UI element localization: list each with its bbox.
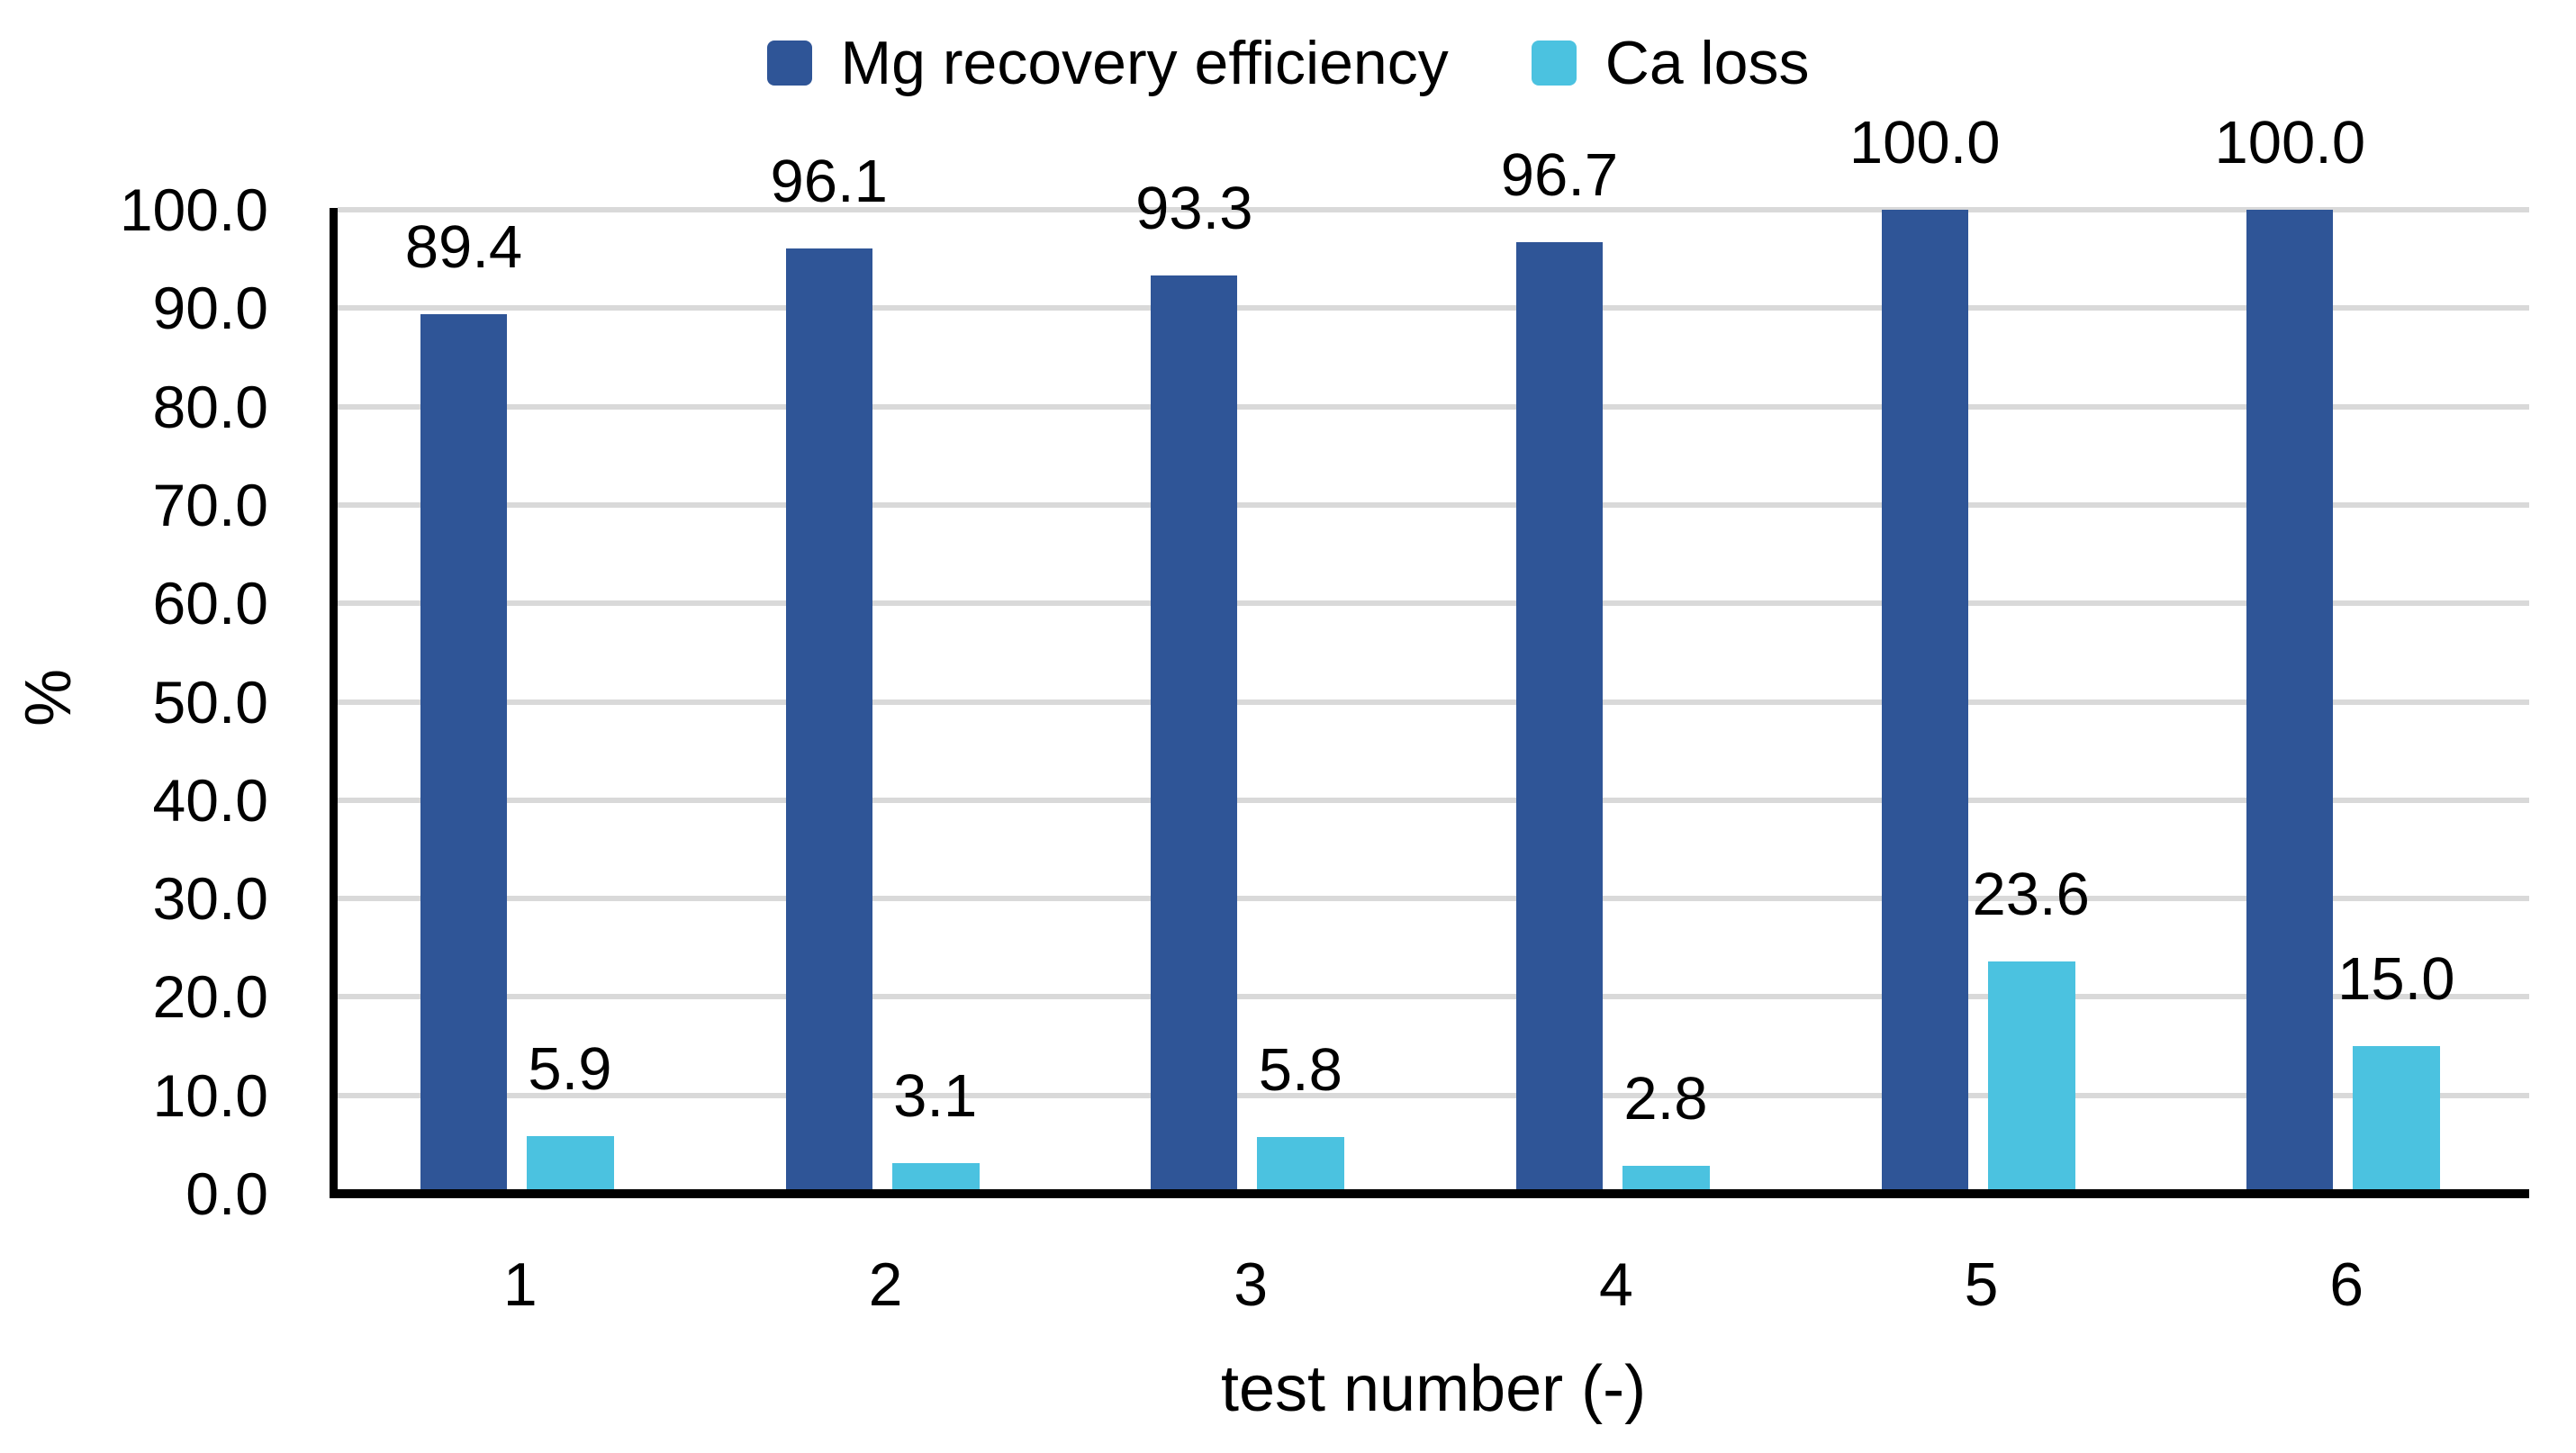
data-label-mg-6: 100.0 — [2214, 109, 2366, 176]
category-label-5: 5 — [1964, 1250, 1999, 1319]
y-tick-label: 90.0 — [152, 275, 268, 342]
data-label-mg-2: 96.1 — [770, 147, 888, 215]
data-label-mg-1: 89.4 — [404, 212, 523, 281]
gridline — [338, 600, 2529, 607]
bar-group-test-1: 89.4 5.9 — [338, 210, 703, 1194]
y-tick-label: 20.0 — [152, 963, 268, 1031]
bar-mg-4 — [1516, 242, 1603, 1194]
x-axis-category-labels: 1 2 3 4 5 6 — [338, 1244, 2529, 1325]
bars-layer: 89.4 5.9 96.1 3.1 93.3 5.8 96.7 2.8 100.0 23.6 100… — [338, 109, 2529, 1194]
y-tick-label: 30.0 — [152, 865, 268, 933]
category-label-6: 6 — [2329, 1250, 2364, 1319]
y-tick-label: 10.0 — [152, 1061, 268, 1129]
data-label-mg-3: 93.3 — [1135, 175, 1253, 243]
gridline — [338, 994, 2529, 1000]
data-label-ca-1: 5.9 — [528, 1034, 612, 1103]
gridline — [338, 501, 2529, 508]
y-tick-label: 60.0 — [152, 570, 268, 637]
data-label-ca-4: 2.8 — [1623, 1065, 1708, 1133]
bar-group-test-5: 100.0 23.6 — [1799, 109, 2165, 1194]
legend-label-ca: Ca loss — [1604, 29, 1810, 97]
bar-ca-1 — [527, 1135, 614, 1194]
gridline — [338, 403, 2529, 410]
gridline — [338, 896, 2529, 902]
y-tick-label: 80.0 — [152, 373, 268, 440]
category-label-4: 4 — [1598, 1250, 1633, 1319]
x-axis-title: test number (-) — [1220, 1353, 1647, 1425]
data-label-ca-2: 3.1 — [893, 1062, 978, 1131]
bar-mg-5 — [1881, 210, 1968, 1194]
data-label-mg-5: 100.0 — [1848, 109, 2001, 176]
legend-label-mg: Mg recovery efficiency — [840, 29, 1449, 97]
gridline — [338, 1092, 2529, 1098]
gridline — [338, 699, 2529, 705]
bar-ca-3 — [1257, 1136, 1345, 1194]
gridlines — [338, 207, 2529, 1194]
gridline — [338, 207, 2529, 212]
legend-item-mg-recovery-efficiency: Mg recovery efficiency — [766, 22, 1449, 104]
bar-ca-2 — [891, 1163, 980, 1194]
bar-mg-3 — [1151, 275, 1238, 1194]
y-tick-label: 0.0 — [185, 1160, 268, 1227]
bar-mg-2 — [785, 248, 872, 1194]
y-tick-label: 40.0 — [152, 766, 268, 834]
y-axis-tick-labels: 100.0 90.0 80.0 70.0 60.0 50.0 40.0 30.0 20.0 10.… — [0, 176, 268, 1227]
x-axis-line — [330, 1189, 2529, 1198]
bar-mg-6 — [2246, 210, 2334, 1194]
category-label-1: 1 — [502, 1250, 538, 1319]
bar-ca-6 — [2353, 1046, 2441, 1194]
ca-series-swatch-icon — [1531, 41, 1577, 86]
legend: Mg recovery efficiency Ca loss — [0, 22, 2576, 104]
bar-ca-5 — [1987, 961, 2075, 1194]
mg-series-swatch-icon — [766, 41, 812, 86]
y-tick-label: 50.0 — [152, 668, 268, 736]
bar-group-test-6: 100.0 15.0 — [2164, 109, 2529, 1194]
y-tick-label: 70.0 — [152, 471, 268, 538]
gridline — [338, 797, 2529, 803]
data-label-ca-6: 15.0 — [2337, 945, 2455, 1014]
gridline — [338, 305, 2529, 311]
plot-area: 89.4 5.9 96.1 3.1 93.3 5.8 96.7 2.8 100.0 23.6 100… — [330, 109, 2529, 1198]
bar-group-test-4: 96.7 2.8 — [1433, 141, 1799, 1194]
category-label-3: 3 — [1234, 1250, 1269, 1319]
data-label-mg-4: 96.7 — [1500, 141, 1619, 210]
bar-mg-1 — [420, 313, 507, 1194]
data-label-ca-5: 23.6 — [1972, 861, 2090, 929]
y-axis-line — [330, 208, 338, 1198]
data-label-ca-3: 5.8 — [1258, 1035, 1342, 1104]
bar-ca-4 — [1622, 1166, 1710, 1194]
bar-group-test-2: 96.1 3.1 — [703, 148, 1069, 1194]
category-label-2: 2 — [868, 1250, 903, 1319]
bar-group-test-3: 93.3 5.8 — [1068, 175, 1433, 1194]
y-tick-label: 100.0 — [119, 176, 268, 243]
legend-item-ca-loss: Ca loss — [1531, 22, 1810, 104]
